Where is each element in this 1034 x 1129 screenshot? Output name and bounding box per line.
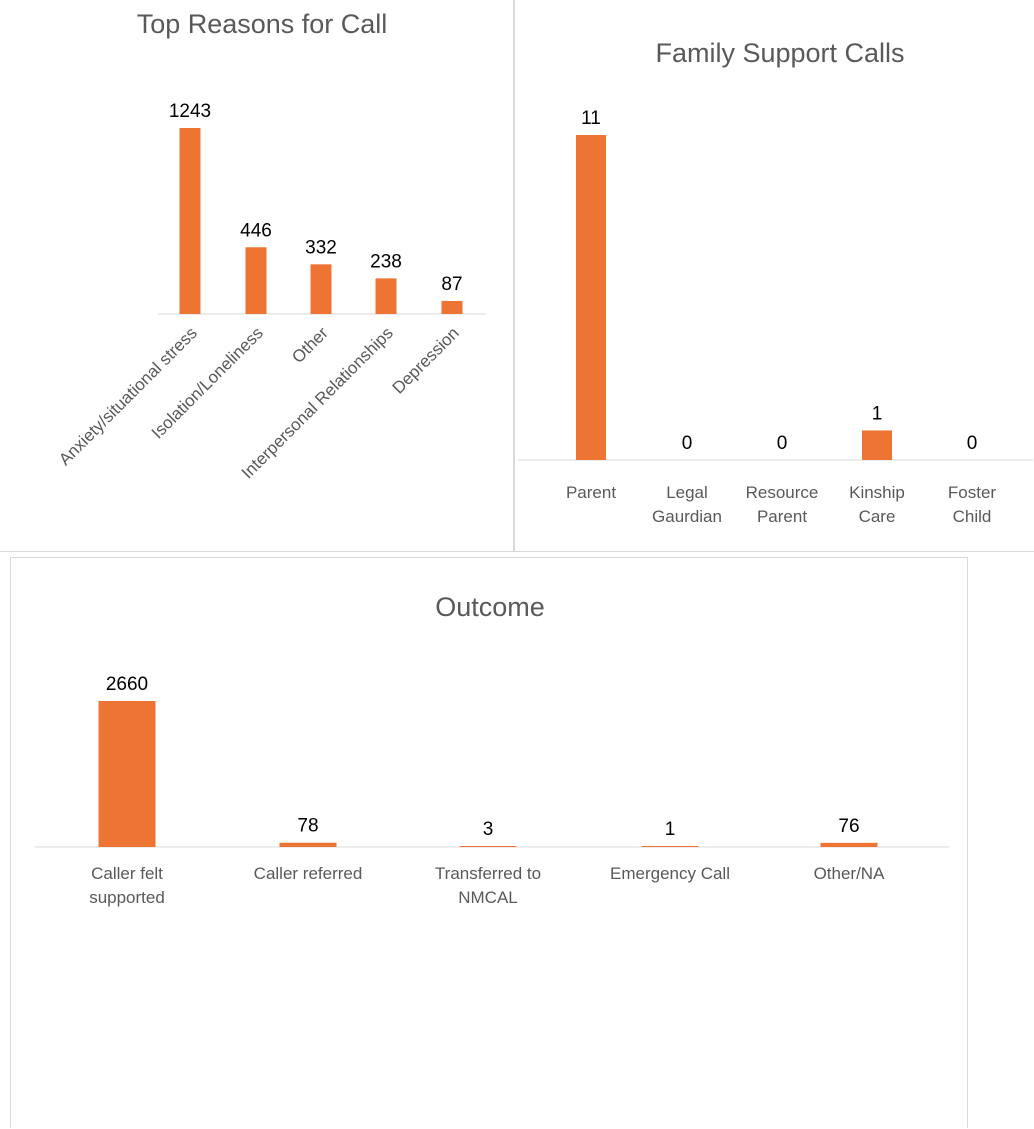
chart-title: Outcome bbox=[435, 592, 545, 622]
chart-panel-top-reasons: Top Reasons for Call 1243 Anxiety/situatio… bbox=[0, 0, 514, 552]
x-tick-label: Care bbox=[859, 507, 896, 526]
data-label: 446 bbox=[240, 220, 272, 241]
x-tick-label: supported bbox=[89, 888, 165, 907]
x-tick-label: Other/NA bbox=[814, 864, 886, 883]
x-tick-label: Isolation/Loneliness bbox=[148, 323, 267, 442]
bar bbox=[98, 701, 156, 847]
x-tick-label: Parent bbox=[566, 483, 616, 502]
bar bbox=[820, 842, 878, 847]
chart-title: Family Support Calls bbox=[655, 38, 904, 68]
bar bbox=[179, 128, 201, 314]
bar bbox=[310, 264, 332, 314]
data-label: 1 bbox=[872, 403, 883, 424]
data-label: 2660 bbox=[106, 674, 148, 695]
data-label: 11 bbox=[581, 108, 601, 129]
x-tick-label: Parent bbox=[757, 507, 807, 526]
data-label: 0 bbox=[682, 433, 693, 454]
data-label: 0 bbox=[967, 433, 978, 454]
data-label: 332 bbox=[305, 237, 337, 258]
x-tick-label: NMCAL bbox=[458, 888, 518, 907]
x-tick-label: Depression bbox=[389, 323, 463, 397]
x-tick-label: Emergency Call bbox=[610, 864, 730, 883]
data-label: 3 bbox=[483, 819, 494, 840]
data-label: 238 bbox=[370, 251, 402, 272]
x-tick-label: Transferred to bbox=[435, 864, 541, 883]
bar bbox=[279, 842, 337, 847]
bar bbox=[375, 278, 397, 314]
x-tick-label: Kinship bbox=[849, 483, 905, 502]
x-tick-label: Other bbox=[288, 323, 332, 367]
bar bbox=[641, 846, 699, 847]
x-tick-label: Foster bbox=[948, 483, 997, 502]
x-tick-label: Caller felt bbox=[91, 864, 163, 883]
data-label: 78 bbox=[297, 816, 318, 837]
bar bbox=[459, 846, 517, 847]
data-label: 1 bbox=[665, 819, 676, 840]
chart-panel-outcome: Outcome 2660 Caller felt supported 78 Caller … bbox=[10, 557, 968, 1128]
x-tick-label: Legal bbox=[666, 483, 708, 502]
x-tick-label: Child bbox=[953, 507, 992, 526]
bar bbox=[862, 430, 892, 460]
data-label: 0 bbox=[777, 433, 788, 454]
chart-panel-family-support: Family Support Calls 11 Parent 0 Legal Gaurdi… bbox=[514, 0, 1034, 552]
chart-family-support: Family Support Calls 11 Parent 0 Legal Gaurdi… bbox=[518, 38, 1033, 526]
bar bbox=[441, 300, 463, 314]
data-label: 76 bbox=[838, 816, 859, 837]
x-tick-label: Caller referred bbox=[254, 864, 363, 883]
x-tick-label: Resource bbox=[746, 483, 819, 502]
data-label: 1243 bbox=[169, 101, 211, 122]
chart-outcome: Outcome 2660 Caller felt supported 78 Caller … bbox=[35, 592, 949, 907]
bar bbox=[576, 135, 606, 460]
bar bbox=[245, 247, 267, 314]
x-tick-label: Gaurdian bbox=[652, 507, 722, 526]
x-tick-label: Anxiety/situational stress bbox=[55, 323, 201, 469]
chart-top-reasons: Top Reasons for Call 1243 Anxiety/situatio… bbox=[55, 9, 486, 483]
chart-title: Top Reasons for Call bbox=[137, 9, 388, 39]
data-label: 87 bbox=[441, 274, 462, 295]
